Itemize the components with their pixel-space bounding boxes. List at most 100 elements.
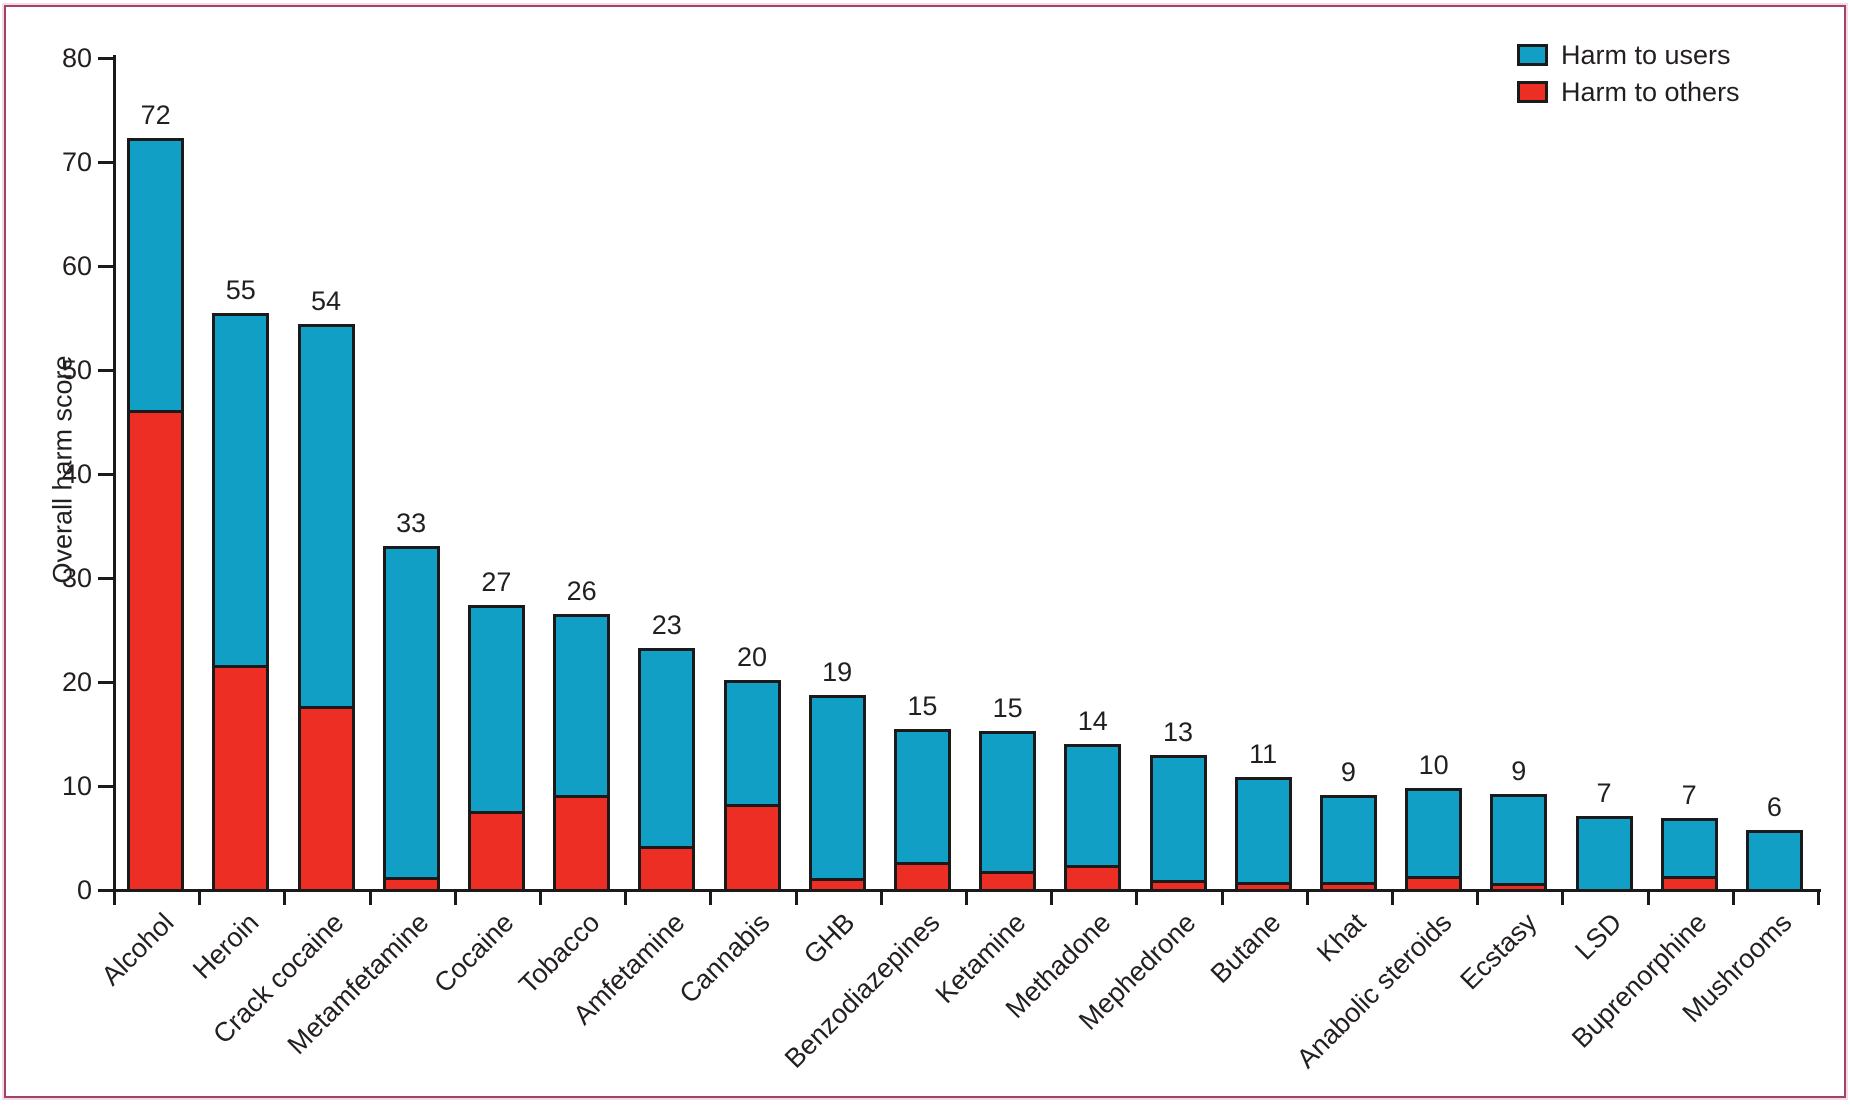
y-tick-label: 60 (61, 251, 92, 281)
bar-value-label: 14 (1077, 706, 1108, 736)
bar-segment-users (127, 138, 185, 413)
bar-segment-users (1405, 788, 1463, 879)
bar-value-label: 6 (1766, 792, 1782, 822)
y-tick-mark (98, 473, 113, 476)
x-tick-mark (368, 892, 372, 905)
x-axis-line (113, 889, 1821, 892)
y-tick-mark (98, 57, 113, 60)
bar-segment-users (1490, 794, 1548, 886)
y-tick-label: 20 (61, 667, 92, 697)
y-tick-mark (98, 369, 113, 372)
bar-value-label: 19 (822, 657, 853, 687)
y-tick-label: 50 (61, 355, 92, 385)
bar-segment-others (1490, 883, 1548, 892)
y-tick-mark (98, 889, 113, 892)
bar-segment-others (382, 877, 440, 892)
bar-segment-users (1575, 816, 1633, 892)
bar-value-label: 7 (1681, 780, 1697, 810)
y-axis-line (113, 55, 116, 891)
bar-value-label: 23 (651, 610, 682, 640)
bar-segment-users (297, 324, 355, 709)
x-tick-mark (1817, 892, 1820, 905)
bar-value-label: 55 (225, 275, 256, 305)
bar-segment-users (723, 680, 781, 807)
x-tick-mark (539, 892, 542, 905)
bar-value-label: 33 (396, 508, 427, 538)
bar-segment-users (1064, 744, 1122, 868)
x-tick-mark (1050, 892, 1054, 905)
bar-segment-others (638, 846, 696, 892)
y-tick-label: 40 (61, 459, 92, 489)
bar-segment-users (1745, 830, 1803, 892)
bar-segment-others (1234, 882, 1292, 892)
bar-value-label: 7 (1596, 778, 1612, 808)
x-tick-mark (794, 892, 798, 905)
x-tick-mark (1391, 892, 1394, 905)
y-tick-label: 80 (61, 43, 92, 73)
bar-segment-users (808, 695, 866, 881)
x-tick-mark (1135, 892, 1139, 905)
others-swatch-icon (1517, 81, 1548, 103)
legend-users-label: Harm to users (1561, 40, 1731, 70)
bar-value-label: 72 (140, 100, 171, 130)
x-tick-mark (624, 892, 628, 905)
x-tick-mark (453, 892, 457, 905)
bar-value-label: 26 (566, 576, 597, 606)
bar-segment-others (297, 706, 355, 892)
bar-segment-others (553, 795, 611, 892)
x-tick-mark (1561, 892, 1565, 905)
x-tick-mark (113, 892, 116, 905)
bar-value-label: 11 (1249, 739, 1278, 769)
x-tick-mark (1476, 892, 1480, 905)
x-tick-mark (1220, 892, 1224, 905)
bar-segment-others (1319, 882, 1377, 892)
bar-segment-others (467, 811, 525, 892)
bar-value-label: 27 (481, 567, 512, 597)
bar-segment-others (1405, 876, 1463, 892)
bar-segment-others (212, 665, 270, 892)
legend: Harm to users Harm to others (1517, 40, 1740, 114)
bar-segment-users (1234, 777, 1292, 885)
x-tick-mark (1731, 892, 1735, 905)
bar-segment-others (893, 862, 951, 892)
legend-row-others: Harm to others (1517, 77, 1740, 107)
bar-segment-users (638, 648, 696, 849)
bar-segment-users (1660, 818, 1718, 879)
bar-segment-users (893, 729, 951, 865)
x-tick-mark (1305, 892, 1309, 905)
x-tick-mark (965, 892, 968, 905)
y-tick-mark (98, 785, 113, 788)
bar-value-label: 20 (736, 642, 768, 672)
bar-segment-users (467, 605, 525, 814)
bar-segment-others (1149, 880, 1207, 892)
y-tick-label: 0 (76, 875, 92, 905)
y-tick-label: 10 (61, 771, 92, 801)
bar-segment-others (1660, 876, 1718, 892)
bar-value-label: 10 (1418, 750, 1449, 780)
bar-segment-others (1064, 865, 1122, 892)
bar-segment-users (1319, 795, 1377, 885)
bar-value-label: 9 (1511, 756, 1527, 786)
bar-segment-others (127, 410, 185, 892)
x-tick-mark (283, 892, 287, 905)
bar-segment-users (553, 614, 611, 798)
y-tick-mark (98, 161, 113, 164)
bar-value-label: 13 (1162, 717, 1194, 747)
y-tick-mark (98, 577, 113, 580)
users-swatch-icon (1517, 44, 1548, 66)
bar-value-label: 15 (907, 691, 938, 721)
bar-value-label: 9 (1340, 757, 1356, 787)
x-tick-mark (709, 892, 713, 905)
bar-segment-users (1149, 755, 1207, 883)
x-tick-mark (879, 892, 883, 905)
bar-segment-users (979, 731, 1037, 874)
bar-segment-others (808, 878, 866, 892)
bar-segment-others (723, 804, 781, 892)
y-tick-mark (98, 265, 113, 268)
y-tick-mark (98, 681, 113, 684)
bar-segment-others (979, 871, 1037, 892)
legend-row-users: Harm to users (1517, 40, 1740, 70)
x-tick-mark (1646, 892, 1650, 905)
legend-others-label: Harm to others (1561, 77, 1740, 107)
